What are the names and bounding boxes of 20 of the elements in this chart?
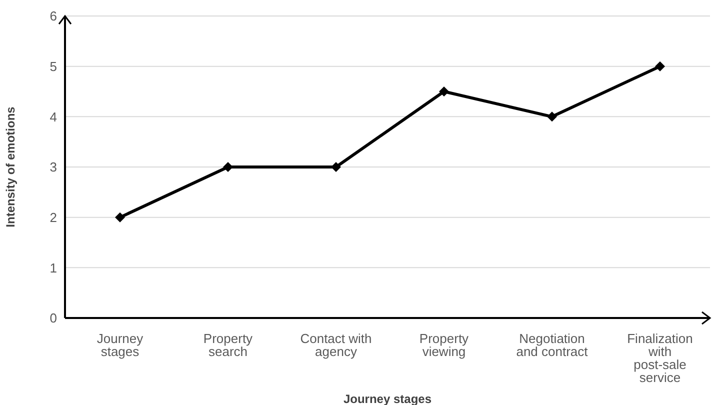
y-tick-label: 2 (50, 210, 57, 225)
y-tick-label: 0 (50, 310, 57, 326)
y-tick-label: 3 (50, 160, 57, 175)
x-tick-label: Negotiation and contract (516, 331, 588, 360)
point (331, 162, 341, 172)
y-tick-label: 4 (50, 109, 57, 124)
point (223, 162, 233, 172)
x-tick-label: Finalization with post-sale service (627, 331, 693, 386)
y-axis-title: Intensity of emotions (3, 106, 18, 228)
y-tick-label: 6 (50, 8, 57, 24)
y-tick-label: 1 (50, 260, 57, 276)
x-tick-label: Contact with agency (300, 331, 372, 360)
x-tick-label: Property search (203, 331, 254, 360)
point (547, 112, 557, 122)
point (655, 61, 665, 72)
y-tick-label: 5 (50, 58, 57, 74)
point (115, 212, 125, 222)
point (439, 86, 449, 96)
x-tick-label: Property viewing (419, 331, 470, 360)
x-tick-label: Journey stages (96, 331, 144, 360)
